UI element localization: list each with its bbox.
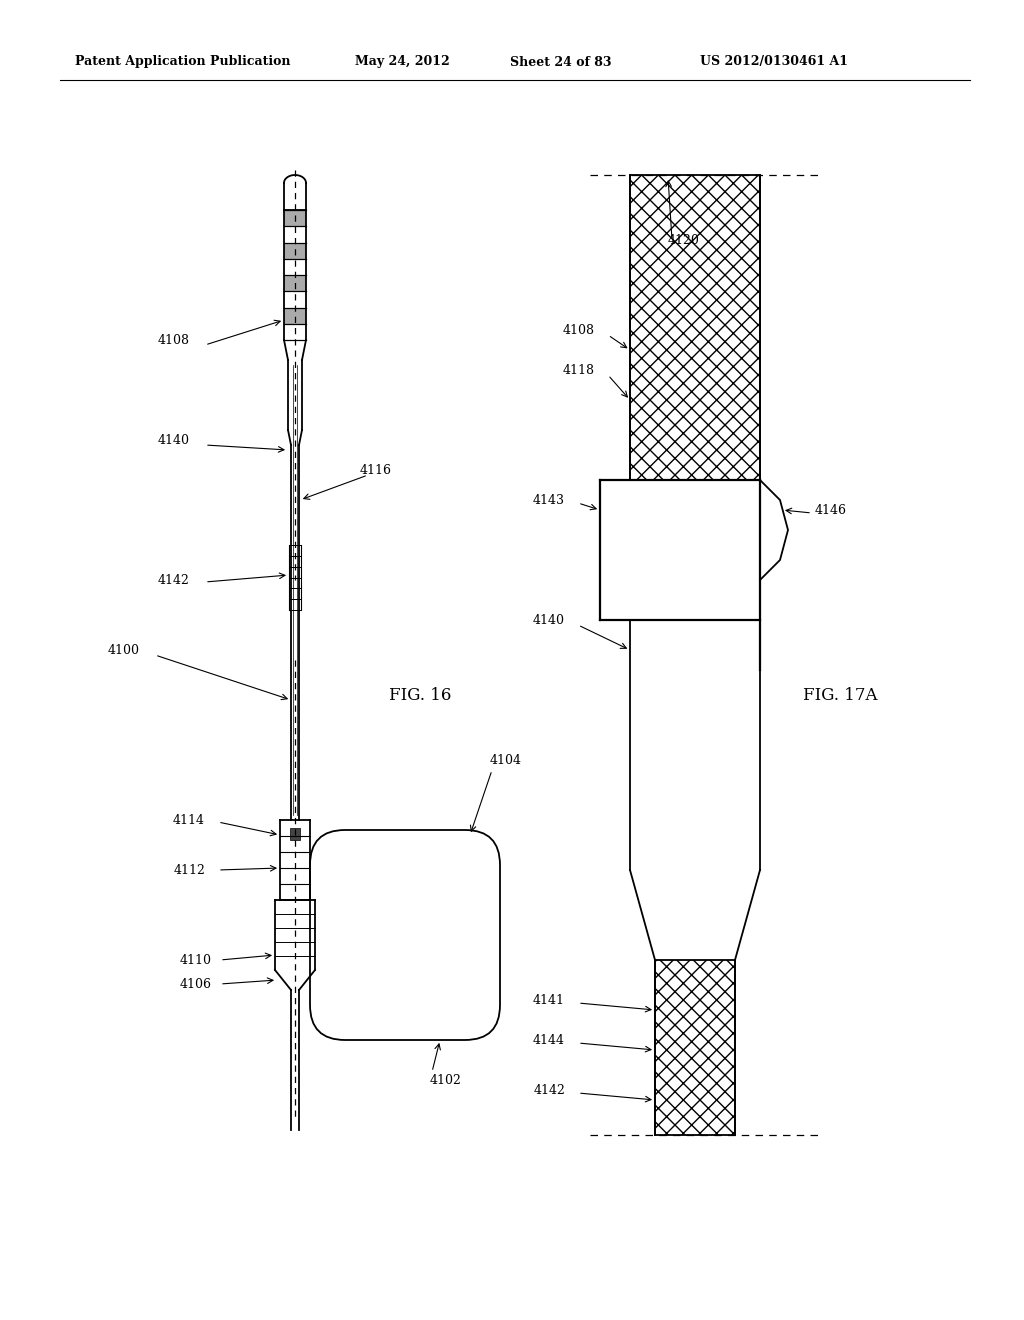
Text: 4110: 4110 <box>180 953 212 966</box>
Bar <box>290 828 300 840</box>
Text: 4140: 4140 <box>158 433 190 446</box>
Text: 4114: 4114 <box>173 813 205 826</box>
Text: 4140: 4140 <box>534 614 565 627</box>
Bar <box>284 243 306 259</box>
Text: 4143: 4143 <box>534 494 565 507</box>
FancyBboxPatch shape <box>310 830 500 1040</box>
Bar <box>284 275 306 292</box>
Text: 4120: 4120 <box>668 234 699 247</box>
Text: Sheet 24 of 83: Sheet 24 of 83 <box>510 55 611 69</box>
Text: 4108: 4108 <box>158 334 190 346</box>
Bar <box>284 210 306 226</box>
Text: Patent Application Publication: Patent Application Publication <box>75 55 291 69</box>
Text: 4112: 4112 <box>173 863 205 876</box>
Text: FIG. 17A: FIG. 17A <box>803 686 878 704</box>
Text: US 2012/0130461 A1: US 2012/0130461 A1 <box>700 55 848 69</box>
Text: 4104: 4104 <box>490 754 522 767</box>
Text: 4108: 4108 <box>563 323 595 337</box>
Text: 4142: 4142 <box>158 573 190 586</box>
Text: 4141: 4141 <box>534 994 565 1006</box>
Bar <box>284 308 306 323</box>
Bar <box>630 176 760 480</box>
Text: 4146: 4146 <box>815 503 847 516</box>
Text: 4106: 4106 <box>180 978 212 991</box>
Text: FIG. 16: FIG. 16 <box>389 686 452 704</box>
Text: 4142: 4142 <box>534 1084 565 1097</box>
Text: 4100: 4100 <box>108 644 140 656</box>
Text: 4116: 4116 <box>360 463 392 477</box>
Text: 4118: 4118 <box>563 363 595 376</box>
Text: 4144: 4144 <box>534 1034 565 1047</box>
Text: 4102: 4102 <box>430 1073 462 1086</box>
Bar <box>655 960 735 1135</box>
Text: May 24, 2012: May 24, 2012 <box>355 55 450 69</box>
